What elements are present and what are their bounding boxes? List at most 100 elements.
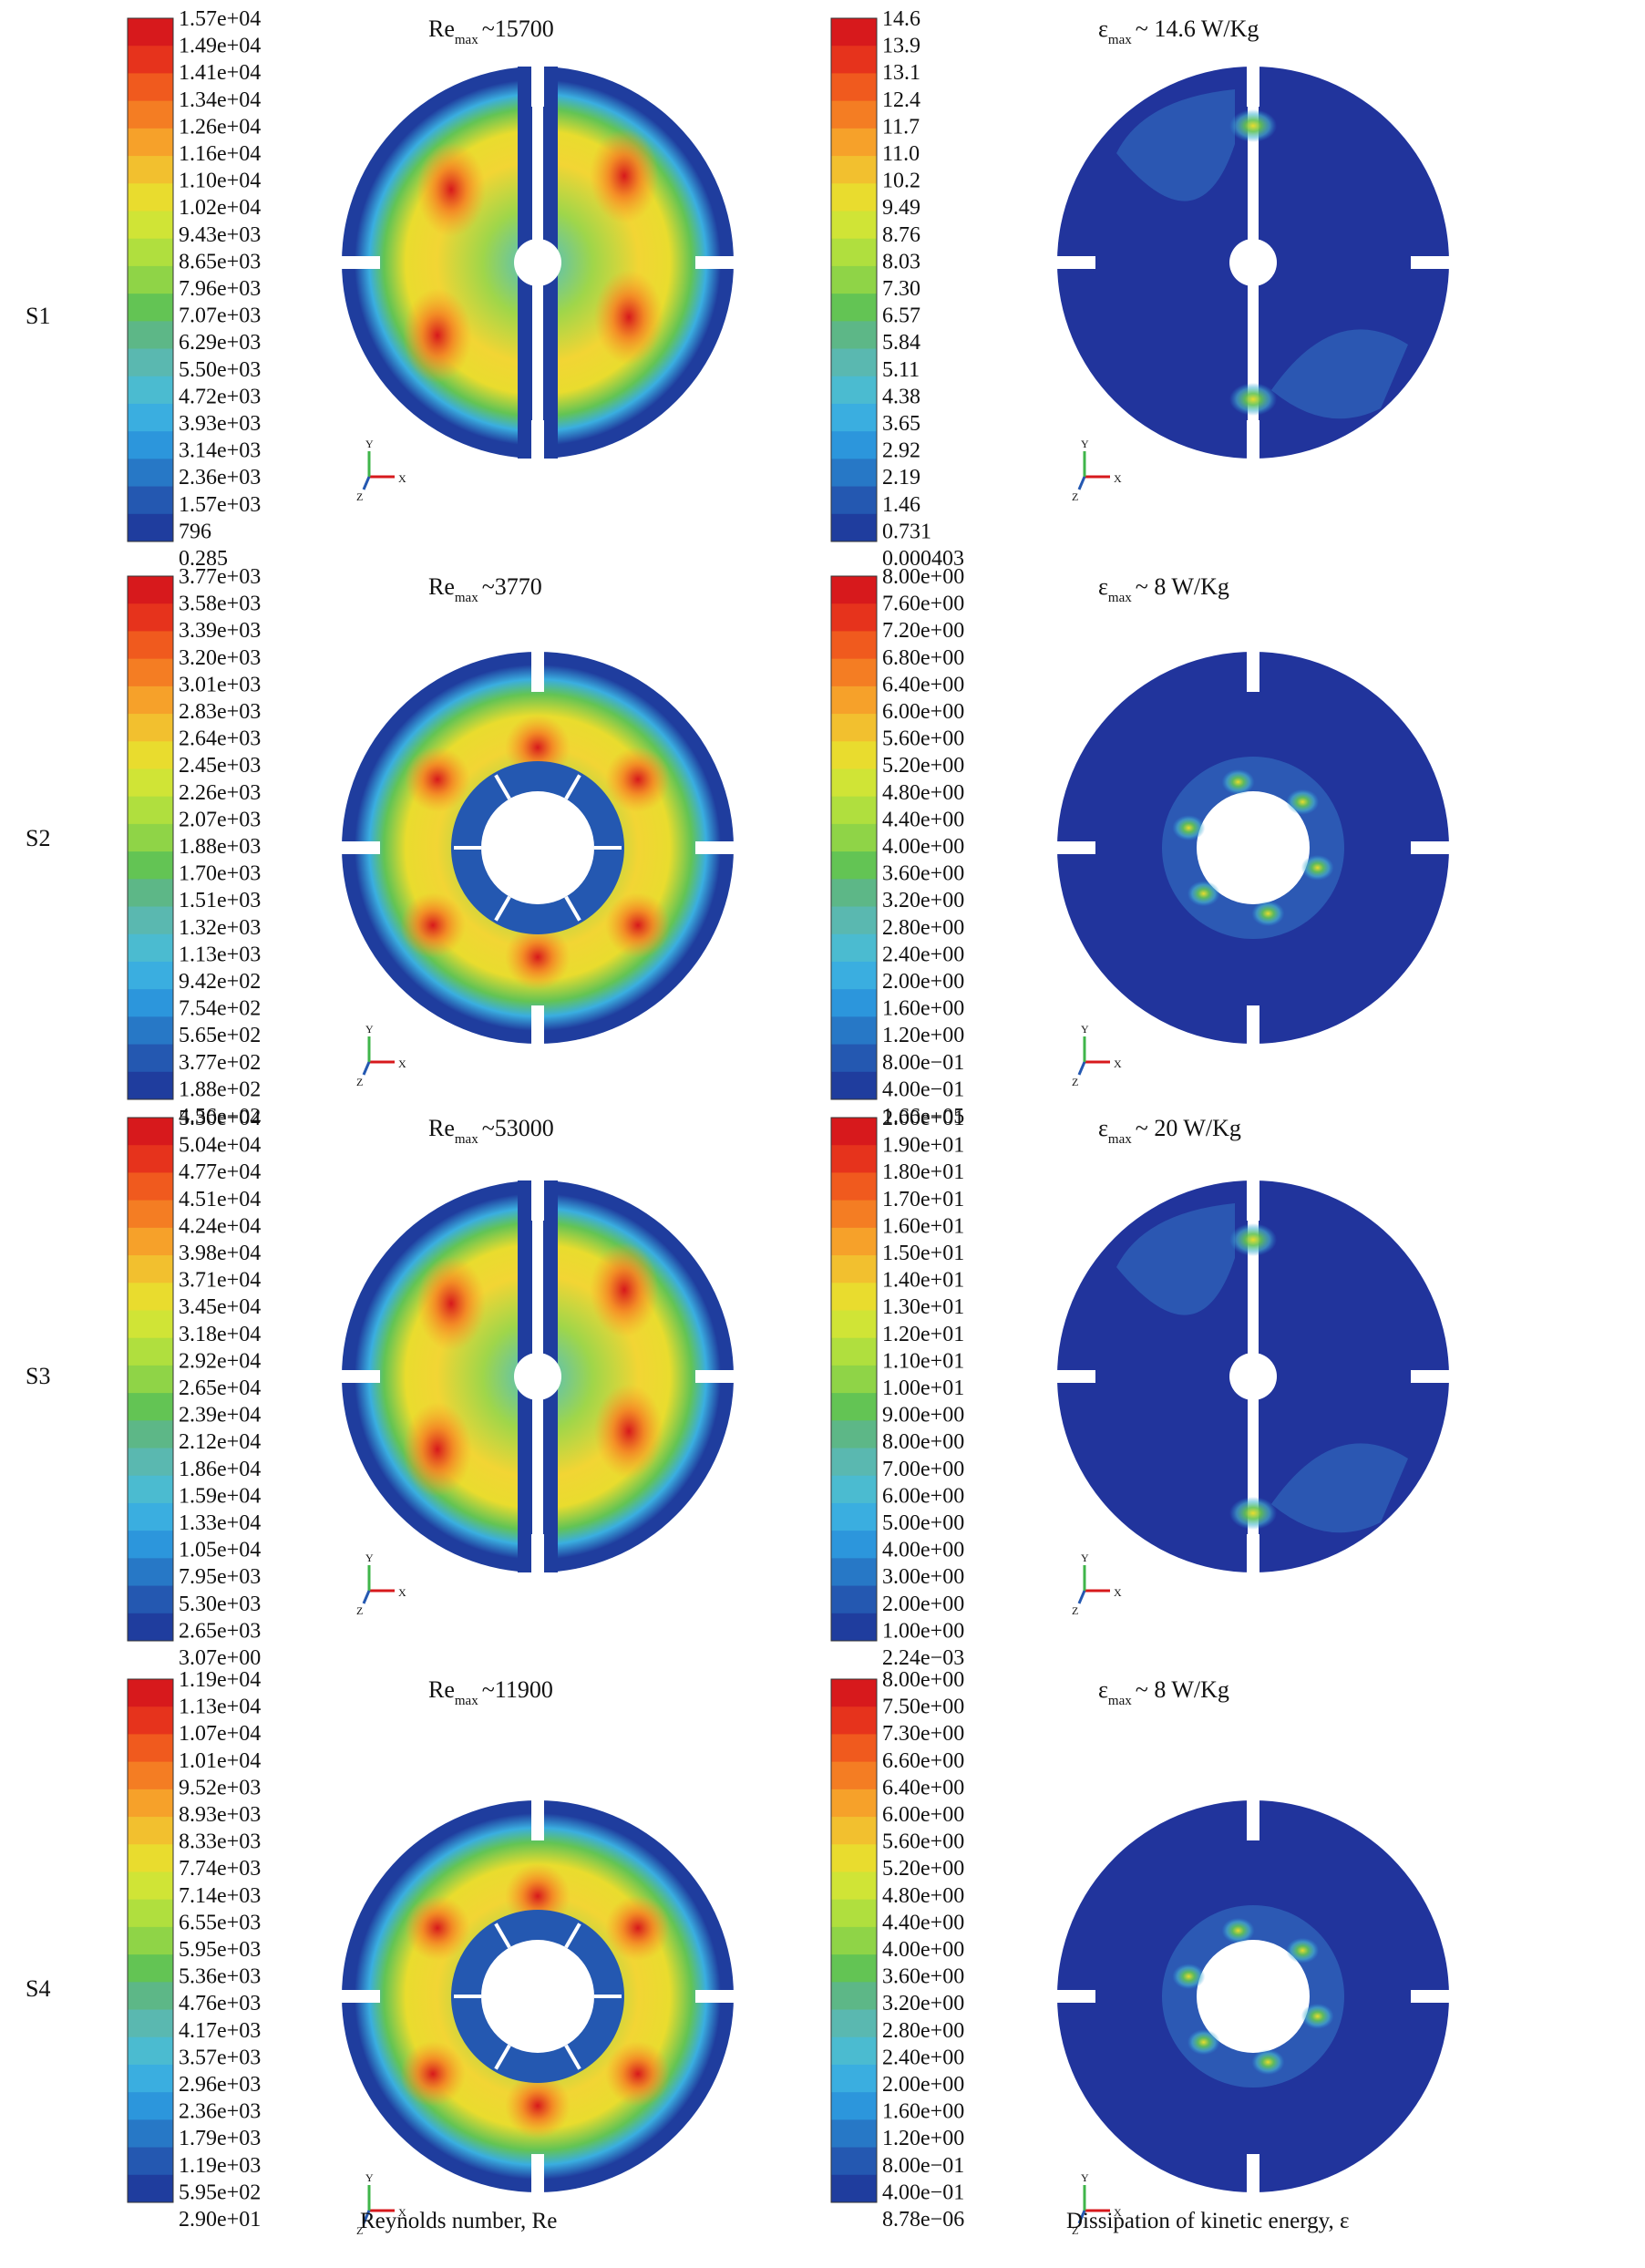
row-s4-eps-colorbar-swatch (831, 1706, 877, 1735)
row-s2-eps-triad-z (1077, 1061, 1086, 1076)
row-s3-re-colorbar-swatch (128, 1283, 173, 1311)
row-s1-re-colorbar: 1.57e+04 1.49e+04 1.41e+04 1.34e+04 1.26e+04… (127, 7, 261, 571)
row-s1-re-tick: 1.10e+04 (179, 170, 261, 193)
row-s2-eps-triad-z-label: Z (1072, 1076, 1078, 1088)
row-s3-eps-tick: 1.00e+00 (882, 1619, 964, 1643)
row-s2-re-hub (481, 791, 594, 904)
row-s3-re-colorbar-swatch (128, 1118, 173, 1146)
row-s4-eps-colorbar-swatch (831, 2174, 877, 2203)
row-s1-eps-tick: 8.03 (882, 250, 920, 273)
row-s3-re-colorbar-swatch (128, 1393, 173, 1421)
row-s2-eps-tick: 2.80e+00 (882, 916, 964, 940)
row-s3-re-tick: 5.30e+04 (179, 1107, 261, 1130)
row-s4-eps-tick: 8.78e−06 (882, 2208, 964, 2232)
row-s3-re-contour: X Y Z (342, 1180, 734, 1617)
row-s2-eps-colorbar-swatch (831, 1071, 877, 1100)
row-s1-eps-colorbar-swatch (831, 265, 877, 294)
row-s2-eps-tick: 4.40e+00 (882, 808, 964, 831)
row-s4-re-tick: 9.52e+03 (179, 1776, 261, 1799)
row-s4-eps-colorbar: 8.00e+00 7.50e+00 7.30e+00 6.60e+00 6.40e+00… (830, 1668, 964, 2232)
row-s4-re-triad: X Y Z (356, 2171, 406, 2237)
row-s2-re-colorbar-swatch (128, 796, 173, 825)
row-s3-eps-colorbar-swatch (831, 1145, 877, 1173)
row-s4-re-tick: 3.57e+03 (179, 2046, 261, 2069)
row-s1-re-colorbar-swatch (128, 403, 173, 432)
row-s3-eps-tick: 1.00e+01 (882, 1376, 964, 1400)
row-s4-re-colorbar-swatch (128, 1789, 173, 1818)
row-s4-eps-triad-x-label: X (1114, 2206, 1122, 2219)
row-s1-re-title: Remax ~15700 (428, 15, 554, 47)
row-s1-re-baffle (531, 67, 544, 107)
row-s3-re-tick: 4.24e+04 (179, 1214, 261, 1238)
row-s3-re-colorbar-frame (127, 1117, 174, 1642)
row-s2-re-tick: 2.07e+03 (179, 808, 261, 831)
row-s2-re-tick: 2.64e+03 (179, 727, 261, 751)
row-s2-re-colorbar-swatch (128, 631, 173, 660)
row-s2-eps-hotspot (1286, 789, 1320, 815)
row-s2-re-tick: 1.13e+03 (179, 943, 261, 966)
row-s3-eps-contour: X Y Z (1057, 1180, 1449, 1617)
row-s3-eps-title: εmax ~ 20 W/Kg (1098, 1115, 1241, 1147)
row-s1-eps-tick: 8.76 (882, 223, 920, 247)
row-s2-eps-hotspot (1301, 854, 1334, 881)
row-s1-re-colorbar-swatch (128, 128, 173, 157)
row-s3-eps-tick: 1.40e+01 (882, 1269, 964, 1293)
row-s2-re-peak (605, 747, 671, 812)
row-s4-re-tick: 1.19e+03 (179, 2154, 261, 2178)
row-s4-re-colorbar-swatch (128, 2119, 173, 2149)
row-s2-re-colorbar: 3.77e+03 3.58e+03 3.39e+03 3.20e+03 3.01e+03… (127, 565, 261, 1129)
row-s3-re-tick: 1.05e+04 (179, 1539, 261, 1562)
row-s4-re-peak (505, 2073, 571, 2139)
row-s3-eps-tick: 1.10e+01 (882, 1349, 964, 1373)
row-s2-re-triad-x-label: X (398, 1057, 406, 1070)
row-s2-re-colorbar-swatch (128, 768, 173, 798)
row-s2-eps-baffle (1247, 652, 1259, 692)
row-s3-eps-tick: 1.50e+01 (882, 1242, 964, 1265)
row-s3-eps-tick: 2.24e−03 (882, 1646, 964, 1670)
row-s1-eps-tick: 2.19 (882, 466, 920, 490)
row-s2-eps-colorbar-swatch (831, 603, 877, 632)
row-s2-re-peak (405, 747, 470, 812)
row-s1-eps-colorbar-swatch (831, 294, 877, 322)
row-s1-re-colorbar-swatch (128, 431, 173, 459)
row-s2-re-peak (400, 892, 466, 958)
row-s4-eps-colorbar-swatch (831, 1679, 877, 1707)
row-s1-eps-colorbar-swatch (831, 46, 877, 74)
row-s2-eps-colorbar-swatch (831, 768, 877, 798)
row-s2-eps-colorbar-swatch (831, 989, 877, 1017)
row-s4-eps-colorbar-swatch (831, 1871, 877, 1901)
row-s3-eps-tick: 1.70e+01 (882, 1188, 964, 1211)
row-s2-eps-tick: 8.00e+00 (882, 565, 964, 589)
row-s3-eps-hotspot (1229, 1497, 1277, 1530)
row-s3-eps-baffle (1247, 1180, 1259, 1221)
row-s1-re-colorbar-swatch (128, 18, 173, 46)
row-s1-eps-colorbar-swatch (831, 459, 877, 488)
row-s2-re-tick: 3.20e+03 (179, 646, 261, 670)
row-s1-eps-tick: 0.731 (882, 520, 931, 543)
row-s3-eps-tick: 2.00e+01 (882, 1107, 964, 1130)
row-s2-eps-colorbar-swatch (831, 906, 877, 935)
row-s2-eps-triad-x-label: X (1114, 1057, 1122, 1070)
row-s4-re-tick: 2.36e+03 (179, 2100, 261, 2124)
row-s1-re-colorbar-swatch (128, 211, 173, 240)
row-s3-eps-colorbar-swatch (831, 1200, 877, 1229)
row-s3-re-colorbar-swatch (128, 1475, 173, 1504)
row-s4-eps-hotspot (1286, 1937, 1320, 1964)
row-s3-eps-colorbar-swatch (831, 1558, 877, 1587)
row-s1-eps-colorbar-swatch (831, 513, 877, 542)
row-s1-eps-tick: 2.92 (882, 439, 920, 463)
row-s2-eps-colorbar-swatch (831, 741, 877, 769)
row-s4-eps-tick: 2.00e+00 (882, 2073, 964, 2097)
row-s2-re-colorbar-frame (127, 575, 174, 1100)
row-s3-re-hub (514, 1353, 561, 1400)
row-s1-re-colorbar-swatch (128, 348, 173, 377)
row-s4-re-colorbar-swatch (128, 1734, 173, 1763)
row-s3-eps-tick: 6.00e+00 (882, 1484, 964, 1508)
row-s4-eps-tick: 2.40e+00 (882, 2046, 964, 2069)
row-s4-eps-colorbar-swatch (831, 1982, 877, 2011)
row-s4-eps-colorbar-frame (830, 1678, 878, 2203)
row-s2-eps-tick: 8.00e−01 (882, 1051, 964, 1075)
row-s2-re-tick: 5.65e+02 (179, 1024, 261, 1047)
row-s4-re-colorbar-swatch (128, 1706, 173, 1735)
row-s4-re-hub (481, 1940, 594, 2053)
